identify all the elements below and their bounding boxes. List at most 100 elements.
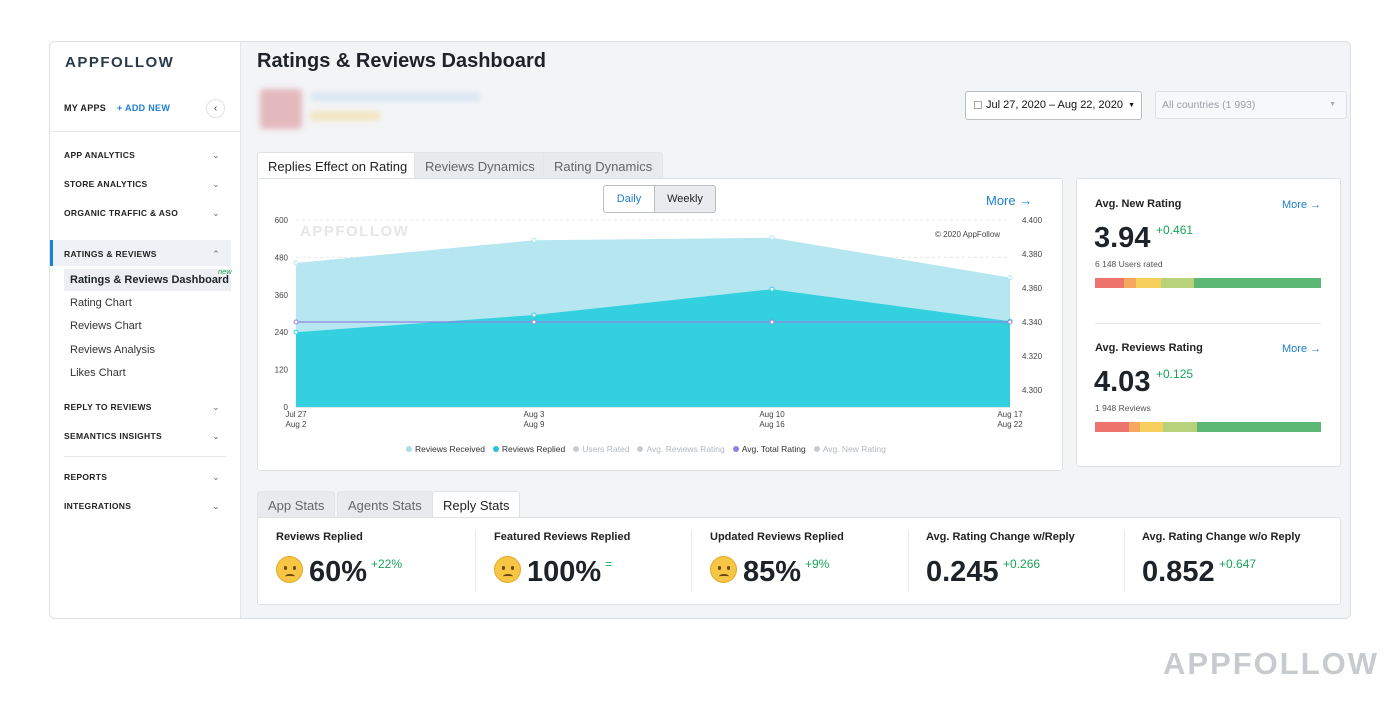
legend-label: Avg. Reviews Rating (646, 444, 725, 454)
stat-value: 85% (743, 556, 802, 588)
legend-item[interactable]: Avg. New Rating (813, 444, 886, 454)
stat-value: 0.245 (926, 556, 999, 588)
stat-delta: +9% (805, 557, 830, 571)
rating-segment (1196, 422, 1321, 432)
chevron-down-icon: ⌄ (212, 150, 220, 160)
data-point (769, 286, 775, 292)
chevron-up-icon: ⌃ (212, 249, 220, 259)
tab-rating-dynamics[interactable]: Rating Dynamics (543, 152, 664, 179)
y-left-tick-label: 600 (275, 216, 289, 225)
tab-reviews-dynamics[interactable]: Reviews Dynamics (414, 152, 546, 179)
nav-semantics-insights[interactable]: SEMANTICS INSIGHTS ⌄ (64, 431, 220, 441)
legend-item[interactable]: Reviews Received (406, 444, 485, 454)
reviews-count: 1 948 Reviews (1095, 403, 1151, 413)
y-left-tick-label: 480 (275, 253, 289, 262)
nav-app-analytics[interactable]: APP ANALYTICS ⌄ (64, 150, 220, 160)
nav-store-analytics[interactable]: STORE ANALYTICS ⌄ (64, 179, 220, 189)
app-name-blurred (310, 93, 480, 101)
chevron-down-icon: ⌄ (212, 472, 220, 482)
users-rated-count: 6 148 Users rated (1095, 259, 1163, 269)
new-badge: new (218, 267, 232, 276)
stat-value-wrap: 85% (710, 556, 801, 589)
tab-agents-stats[interactable]: Agents Stats (337, 491, 433, 518)
nav-reply-to-reviews[interactable]: REPLY TO REVIEWS ⌄ (64, 402, 220, 412)
legend-label: Avg. New Rating (822, 444, 886, 454)
stat-label: Featured Reviews Replied (494, 531, 631, 543)
tab-reply-stats[interactable]: Reply Stats (432, 491, 521, 519)
x-tick-label: Aug 22 (997, 420, 1023, 429)
country-select[interactable]: All countries (1 993) ▼ (1155, 91, 1347, 119)
chevron-left-icon: ‹ (213, 103, 218, 114)
daily-toggle[interactable]: Daily (603, 185, 655, 213)
avg-new-rating-delta: +0.461 (1156, 223, 1194, 237)
stat-value-wrap: 100% (494, 556, 601, 589)
avg-new-rating-value: 3.94 (1094, 222, 1151, 254)
chart-legend: Reviews Received Reviews Replied Users Rat… (406, 444, 894, 454)
logo: APPFOLLOW (65, 54, 175, 71)
sub-item-reviews-analysis[interactable]: Reviews Analysis (70, 344, 155, 356)
stat-delta: +22% (371, 557, 403, 571)
sub-item-dashboard[interactable]: Ratings & Reviews Dashboard (70, 274, 229, 286)
caret-down-icon: ▼ (1329, 101, 1336, 108)
collapse-sidebar-button[interactable]: ‹ (206, 99, 225, 118)
avg-new-rating-label: Avg. New Rating (1095, 198, 1182, 210)
y-right-tick-label: 4.360 (1022, 284, 1043, 293)
date-range-select[interactable]: Jul 27, 2020 – Aug 22, 2020 ▼ (965, 91, 1142, 120)
chevron-down-icon: ⌄ (212, 179, 220, 189)
x-tick-label: Aug 3 (524, 410, 545, 419)
divider (1124, 530, 1125, 592)
data-point (531, 312, 537, 318)
nav-ratings-reviews[interactable]: RATINGS & REVIEWS ⌃ (64, 249, 220, 259)
sub-item-likes-chart[interactable]: Likes Chart (70, 367, 126, 379)
app-rating-blurred (310, 112, 380, 120)
divider (691, 530, 692, 592)
area-reviews-replied (296, 289, 1010, 407)
legend-marker-icon (492, 446, 499, 452)
nav-integrations[interactable]: INTEGRATIONS ⌄ (64, 501, 220, 511)
stat-featured-reviews-replied: Featured Reviews Replied 100% = (494, 518, 694, 604)
data-point (531, 319, 537, 325)
legend-item[interactable]: Users Rated (573, 444, 629, 454)
sub-item-rating-chart[interactable]: Rating Chart (70, 297, 132, 309)
data-point (293, 329, 299, 335)
avg-new-rating-more-link[interactable]: More → (1282, 199, 1322, 211)
my-apps-label: MY APPS (64, 103, 107, 113)
y-right-tick-label: 4.340 (1022, 318, 1043, 327)
legend-label: Reviews Received (415, 444, 485, 454)
stat-delta: +0.647 (1219, 557, 1257, 571)
nav-organic-traffic[interactable]: ORGANIC TRAFFIC & ASO ⌄ (64, 208, 220, 218)
legend-label: Reviews Replied (501, 444, 566, 454)
data-point (1007, 319, 1013, 325)
rating-cards-panel: Avg. New Rating More → 3.94 +0.461 6 148… (1076, 178, 1341, 467)
stat-rating-change-with-reply: Avg. Rating Change w/Reply 0.245 +0.266 (926, 518, 1126, 604)
legend-item[interactable]: Avg. Reviews Rating (637, 444, 725, 454)
legend-item[interactable]: Reviews Replied (492, 444, 566, 454)
rating-segment (1128, 422, 1141, 432)
data-point (769, 319, 775, 325)
sub-item-reviews-chart[interactable]: Reviews Chart (70, 320, 142, 332)
app-icon[interactable] (260, 89, 302, 129)
chart-more-link[interactable]: More → (986, 193, 1033, 208)
replies-effect-chart: 0 120 240 360 480 600 4.300 4.320 4.340 4.360 4.38… (275, 216, 1043, 429)
nav-reports[interactable]: REPORTS ⌄ (64, 472, 220, 482)
rating-segment (1162, 422, 1197, 432)
tab-replies-effect[interactable]: Replies Effect on Rating (257, 152, 419, 180)
add-new-app-link[interactable]: + ADD NEW (117, 103, 171, 113)
tab-app-stats[interactable]: App Stats (257, 491, 336, 518)
weekly-toggle[interactable]: Weekly (654, 185, 716, 213)
confused-face-icon (276, 556, 303, 583)
legend-item[interactable]: Avg. Total Rating (732, 444, 806, 454)
rating-segment (1124, 278, 1136, 288)
divider (1095, 323, 1321, 324)
main-content: Ratings & Reviews Dashboard Jul 27, 2020… (242, 42, 1350, 618)
divider (50, 131, 240, 132)
data-point (293, 260, 299, 266)
app-window: APPFOLLOW MY APPS + ADD NEW ‹ APP ANALYT… (49, 41, 1351, 619)
stat-delta: = (605, 557, 613, 571)
avg-reviews-rating-delta: +0.125 (1156, 367, 1194, 381)
x-tick-label: Aug 17 (997, 410, 1023, 419)
data-point (769, 235, 775, 241)
avg-reviews-rating-more-link[interactable]: More → (1282, 343, 1322, 355)
legend-marker-icon (813, 446, 820, 452)
legend-label: Users Rated (582, 444, 630, 454)
